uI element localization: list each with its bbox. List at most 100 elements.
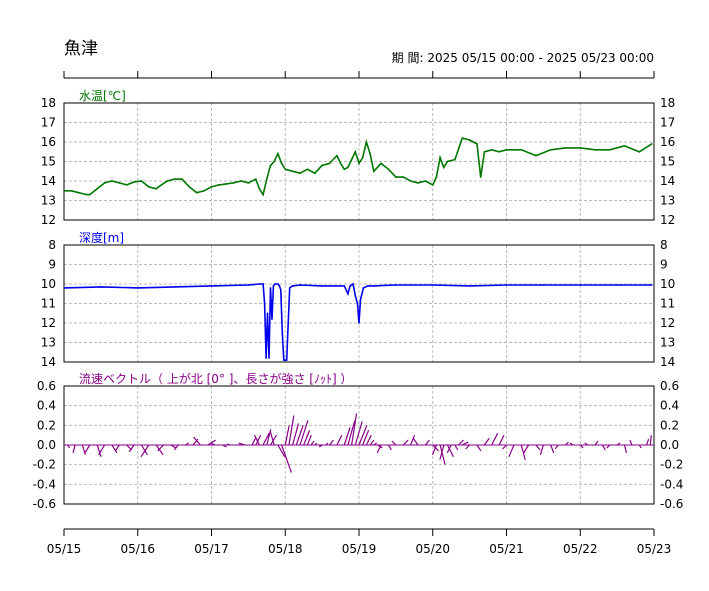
data-point xyxy=(638,150,641,153)
y-tick-label-left: 12 xyxy=(41,316,56,330)
data-point xyxy=(321,164,323,167)
current-vector xyxy=(373,442,378,446)
data-point xyxy=(354,150,357,153)
data-point xyxy=(100,286,102,288)
data-point xyxy=(218,184,220,186)
y-tick-label-left: 15 xyxy=(41,155,56,169)
current-vector xyxy=(185,442,189,446)
data-point xyxy=(321,285,323,287)
data-point xyxy=(483,150,486,153)
current-vector xyxy=(343,427,351,446)
y-tick-label-left: 10 xyxy=(41,277,56,291)
data-point xyxy=(63,287,65,289)
series-line xyxy=(64,137,653,197)
data-point xyxy=(258,188,261,190)
data-point xyxy=(347,292,349,295)
current-vector xyxy=(446,444,452,454)
y-tick-label-right: 0.0 xyxy=(660,438,679,452)
current-vector xyxy=(295,425,304,446)
current-vector xyxy=(439,444,446,465)
current-vector xyxy=(362,430,370,446)
current-vector xyxy=(649,435,652,446)
data-point xyxy=(424,180,427,182)
data-point xyxy=(439,156,441,159)
current-vector xyxy=(391,440,397,446)
data-point xyxy=(272,285,275,287)
data-point xyxy=(263,302,266,305)
data-point xyxy=(359,298,362,301)
data-point xyxy=(369,152,371,155)
current-vector xyxy=(222,444,227,448)
data-point xyxy=(594,149,596,151)
data-point xyxy=(446,160,449,163)
data-point xyxy=(343,168,346,171)
y-tick-label-left: 13 xyxy=(41,336,56,350)
data-point xyxy=(409,180,412,182)
data-point xyxy=(616,284,618,286)
current-vector xyxy=(262,432,270,446)
data-point xyxy=(387,168,390,171)
data-point xyxy=(278,285,281,287)
data-point xyxy=(358,162,360,165)
data-point xyxy=(173,286,176,288)
data-point xyxy=(472,141,475,143)
current-vector xyxy=(114,444,120,452)
current-vector xyxy=(210,442,216,446)
data-point xyxy=(505,149,508,151)
current-vector xyxy=(128,444,135,453)
current-panel: 0.6 0.6 0.4 0.4 0.2 0.2 0.0 0.0 -0.2 -0.2 -0.4 -0.4… xyxy=(33,371,684,511)
current-vector xyxy=(170,444,177,449)
data-point xyxy=(352,283,354,285)
data-point xyxy=(623,145,626,147)
current-vector xyxy=(306,434,312,446)
data-point xyxy=(118,182,121,184)
current-vector xyxy=(111,444,118,454)
current-vector xyxy=(98,444,106,456)
current-vector xyxy=(207,439,216,446)
current-vector xyxy=(292,423,300,446)
y-tick-label-right: 0.4 xyxy=(660,399,679,413)
data-point xyxy=(476,143,478,145)
data-point xyxy=(225,183,228,185)
data-point xyxy=(159,185,161,187)
panel-frame xyxy=(63,244,655,363)
x-tick-label: 05/21 xyxy=(489,542,524,556)
data-point xyxy=(498,150,500,153)
data-point xyxy=(365,141,368,143)
x-tick-label: 05/15 xyxy=(47,542,82,556)
data-point xyxy=(564,147,567,149)
current-vector xyxy=(424,439,430,446)
current-vector xyxy=(347,420,356,446)
current-vector xyxy=(329,439,334,446)
y-tick-label-left: 8 xyxy=(48,238,56,252)
data-point xyxy=(579,147,582,149)
data-point xyxy=(313,172,316,174)
data-point xyxy=(274,283,276,285)
data-point xyxy=(133,181,135,183)
data-point xyxy=(63,189,65,192)
data-point xyxy=(284,168,287,171)
data-point xyxy=(339,162,342,165)
panel-frame xyxy=(63,102,655,221)
data-point xyxy=(299,284,301,286)
y-tick-label-right: 8 xyxy=(660,238,668,252)
current-vector xyxy=(284,425,290,446)
current-vector xyxy=(446,444,454,458)
x-tick-label: 05/20 xyxy=(415,542,450,556)
current-vector xyxy=(629,439,633,446)
y-tick-label-right: 12 xyxy=(660,213,675,227)
x-tick-label: 05/22 xyxy=(563,542,598,556)
data-point xyxy=(356,302,359,305)
current-vector xyxy=(387,444,392,451)
y-tick-label-right: 13 xyxy=(660,194,675,208)
data-point xyxy=(277,152,279,155)
y-tick-label-left: 0.2 xyxy=(37,418,56,432)
current-vector xyxy=(483,437,490,446)
data-point xyxy=(349,285,351,287)
panel-title: 流速ベクトル（ 上が北 [0° ]、長さが強さ [ﾉｯﾄ] ） xyxy=(79,371,352,386)
data-point xyxy=(490,149,493,151)
data-point xyxy=(275,283,278,285)
current-vector xyxy=(606,444,611,449)
current-vector xyxy=(299,420,309,446)
y-tick-label-right: -0.6 xyxy=(660,497,683,511)
